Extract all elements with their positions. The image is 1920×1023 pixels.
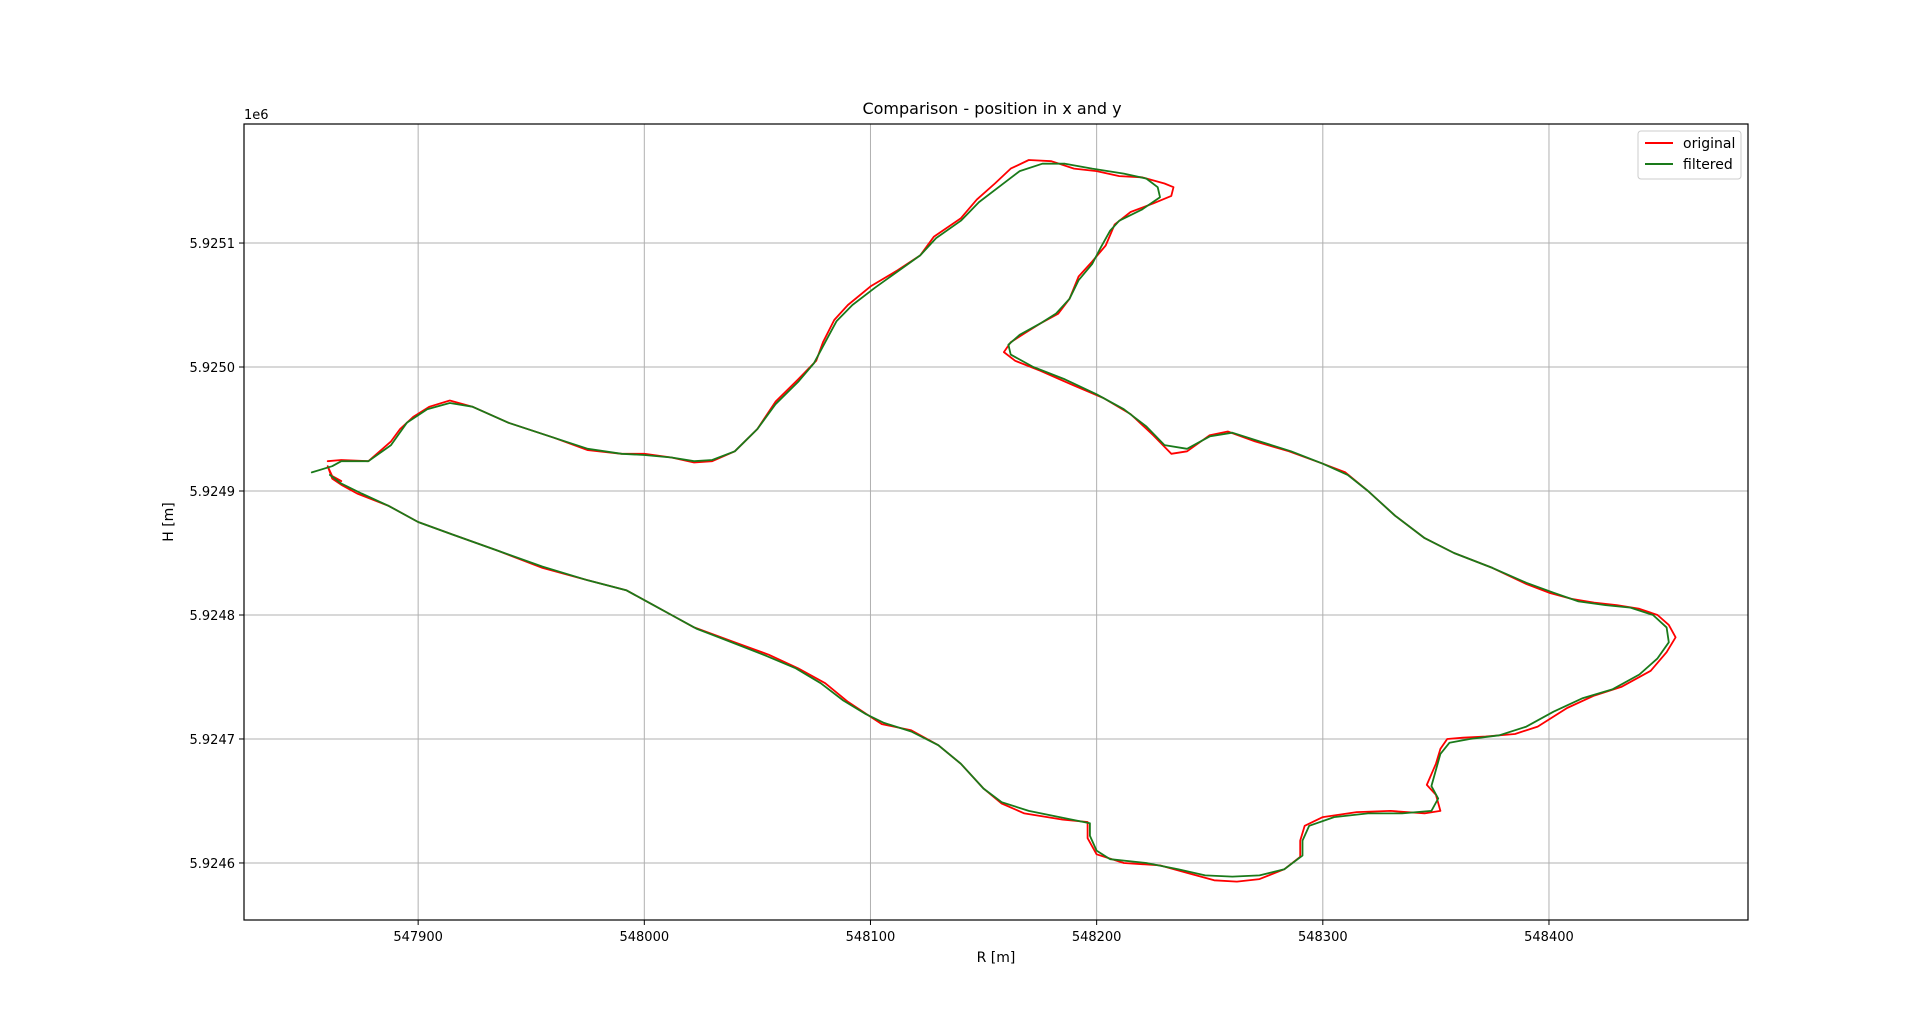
axes-frame [243, 123, 1749, 921]
y-tick-label: 5.9250 [190, 361, 236, 376]
y-axis-label: H [m] [161, 502, 177, 542]
legend-label-filtered: filtered [1683, 157, 1733, 173]
series-line-filtered [310, 162, 1670, 878]
y-axis-offset-label: 1e6 [244, 108, 269, 123]
y-tick-label: 5.9249 [190, 485, 236, 500]
x-axis-label: R [m] [977, 950, 1016, 966]
y-tick-label: 5.9246 [190, 857, 236, 872]
x-tick-label: 548100 [846, 930, 896, 945]
grid-lines [244, 124, 1748, 920]
x-axis-ticks: 547900 548000 548100 548200 548300 548400 [393, 920, 1574, 945]
y-axis-ticks: 5.9246 5.9247 5.9248 5.9249 5.9250 5.9251 [190, 237, 244, 872]
x-tick-label: 547900 [393, 930, 443, 945]
x-tick-label: 548000 [619, 930, 669, 945]
y-tick-label: 5.9248 [190, 609, 236, 624]
y-tick-label: 5.9251 [190, 237, 236, 252]
legend-label-original: original [1683, 136, 1735, 152]
y-tick-label: 5.9247 [190, 733, 236, 748]
chart-title: Comparison - position in x and y [862, 99, 1121, 118]
legend: original filtered [1637, 130, 1742, 180]
x-tick-label: 548300 [1298, 930, 1348, 945]
plot-series [310, 159, 1677, 883]
x-tick-label: 548200 [1072, 930, 1122, 945]
x-tick-label: 548400 [1524, 930, 1574, 945]
